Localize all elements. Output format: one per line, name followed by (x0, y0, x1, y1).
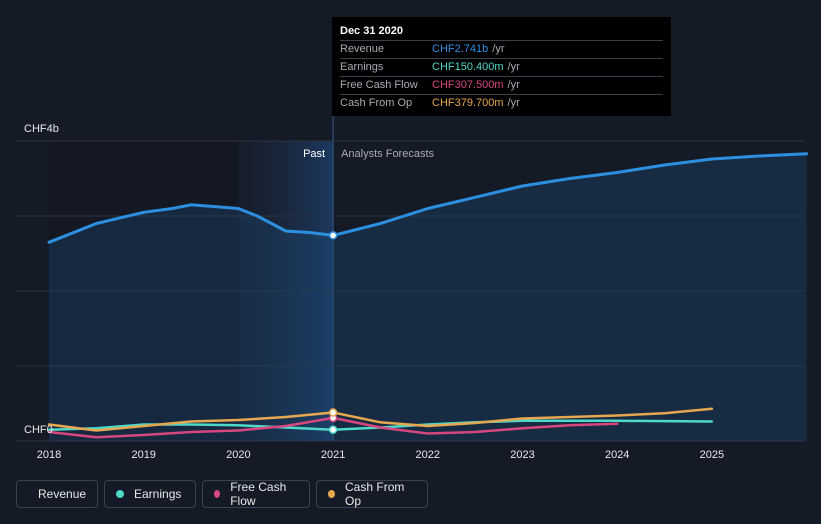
tooltip-row-free-cash-flow: Free Cash Flow CHF307.500m /yr (340, 77, 663, 95)
x-tick-label: 2022 (416, 449, 440, 461)
tooltip-label: Cash From Op (340, 97, 413, 109)
legend-label: Free Cash Flow (230, 480, 287, 508)
legend-item-earnings[interactable]: Earnings (104, 480, 196, 508)
legend-label: Cash From Op (345, 480, 405, 508)
tooltip-unit: /yr (507, 97, 520, 109)
tooltip-row-revenue: Revenue CHF2.741b /yr (340, 41, 663, 59)
legend-label: Revenue (38, 487, 87, 501)
revenue-area (49, 153, 807, 442)
tooltip: Dec 31 2020 Revenue CHF2.741b /yr Earnin… (332, 17, 671, 116)
tooltip-value: CHF150.400m (432, 61, 504, 73)
tooltip-label: Free Cash Flow (340, 79, 418, 91)
earnings-marker (328, 425, 338, 434)
x-tick-label: 2019 (131, 449, 155, 461)
y-tick-label: CHF4b (24, 123, 59, 135)
past-label: Past (303, 148, 325, 160)
x-tick-label: 2021 (321, 449, 345, 461)
tooltip-value: CHF307.500m (432, 79, 504, 91)
cash-from-op-line (47, 407, 714, 432)
x-tick-label: 2020 (226, 449, 250, 461)
tooltip-unit: /yr (507, 79, 520, 91)
tooltip-unit: /yr (507, 61, 520, 73)
x-tick-label: 2024 (605, 449, 629, 461)
tooltip-label: Revenue (340, 43, 385, 55)
y-tick-label: CHF0 (24, 424, 53, 436)
tooltip-date: Dec 31 2020 (340, 23, 663, 41)
cash-from-op-marker (328, 408, 338, 417)
x-tick-label: 2023 (510, 449, 534, 461)
tooltip-row-cash-from-op: Cash From Op CHF379.700m /yr (340, 95, 663, 112)
legend-dot-icon (328, 490, 336, 498)
legend: Revenue Earnings Free Cash Flow Cash Fro… (16, 480, 428, 508)
x-tick-label: 2025 (700, 449, 724, 461)
legend-item-revenue[interactable]: Revenue (16, 480, 98, 508)
legend-label: Earnings (134, 487, 182, 501)
tooltip-label: Earnings (340, 61, 384, 73)
legend-dot-icon (116, 490, 124, 498)
x-tick-label: 2018 (37, 449, 61, 461)
legend-item-cash-from-op[interactable]: Cash From Op (316, 480, 428, 508)
tooltip-row-earnings: Earnings CHF150.400m /yr (340, 59, 663, 77)
revenue-marker (328, 231, 338, 240)
tooltip-unit: /yr (492, 43, 505, 55)
tooltip-value: CHF2.741b (432, 43, 489, 55)
legend-item-free-cash-flow[interactable]: Free Cash Flow (202, 480, 310, 508)
tooltip-value: CHF379.700m (432, 97, 504, 109)
forecast-label: Analysts Forecasts (341, 148, 434, 160)
legend-dot-icon (214, 490, 221, 498)
grid (16, 140, 805, 442)
